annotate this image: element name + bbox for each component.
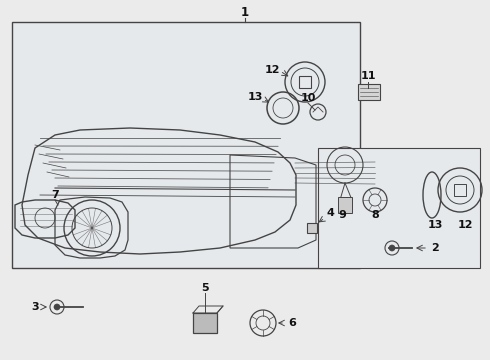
Text: 1: 1 <box>241 5 249 18</box>
Circle shape <box>54 304 60 310</box>
FancyBboxPatch shape <box>307 223 317 233</box>
Text: 6: 6 <box>288 318 296 328</box>
Text: 13: 13 <box>247 92 263 102</box>
Text: 7: 7 <box>51 190 59 200</box>
FancyBboxPatch shape <box>358 84 380 100</box>
Text: 10: 10 <box>300 93 316 103</box>
Text: 3: 3 <box>31 302 39 312</box>
Text: 13: 13 <box>427 220 442 230</box>
FancyBboxPatch shape <box>338 197 352 213</box>
FancyBboxPatch shape <box>193 313 217 333</box>
Text: 9: 9 <box>338 210 346 220</box>
Text: 11: 11 <box>360 71 376 81</box>
Text: 12: 12 <box>457 220 473 230</box>
Text: 12: 12 <box>264 65 280 75</box>
Bar <box>318 148 480 268</box>
Bar <box>12 22 360 268</box>
Circle shape <box>389 245 395 251</box>
Text: 8: 8 <box>371 210 379 220</box>
Text: 4: 4 <box>326 208 334 218</box>
Text: 5: 5 <box>201 283 209 293</box>
Text: 2: 2 <box>431 243 439 253</box>
